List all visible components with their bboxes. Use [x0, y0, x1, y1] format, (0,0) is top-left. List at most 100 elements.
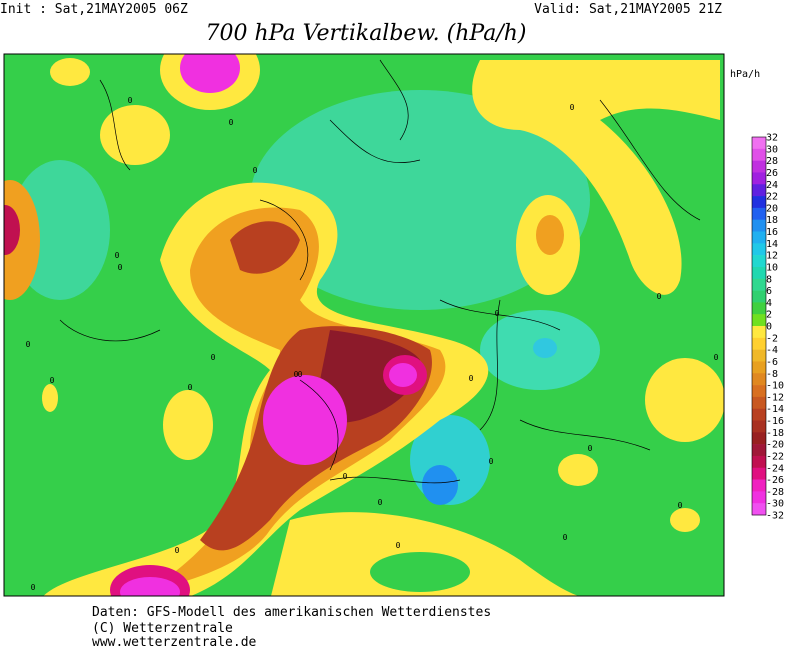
- colorbar-swatch: [752, 385, 766, 398]
- map-field: 0 0 0 0 0 0 0 0 0 0 0 0 0 0 0 0 0 0 0 0 0 0 0 0 0: [3, 53, 725, 597]
- colorbar-swatch: [752, 432, 766, 445]
- colorbar-swatch: [752, 361, 766, 374]
- valid-time: Valid: Sat,21MAY2005 21Z: [534, 2, 722, 17]
- contour-label: 0: [115, 251, 120, 260]
- colorbar-swatch: [752, 255, 766, 268]
- colorbar-label: -10: [766, 381, 784, 392]
- contour-label: 0: [50, 376, 55, 385]
- colorbar-swatch: [752, 207, 766, 220]
- colorbar-label: -12: [766, 392, 784, 403]
- colorbar-label: -22: [766, 451, 784, 462]
- contour-label: 0: [678, 501, 683, 510]
- colorbar-label: 2: [766, 310, 772, 321]
- colorbar-label: -20: [766, 440, 784, 451]
- colorbar-swatch: [752, 408, 766, 421]
- colorbar-label: 10: [766, 262, 778, 273]
- colorbar-swatch: [752, 444, 766, 457]
- colorbar-swatch: [752, 349, 766, 362]
- colorbar-swatch: [752, 455, 766, 469]
- footer-line: www.wetterzentrale.de: [92, 635, 257, 648]
- contour-label: 0: [229, 118, 234, 127]
- init-time: Init : Sat,21MAY2005 06Z: [0, 2, 188, 17]
- colorbar-label: 0: [766, 322, 772, 333]
- colorbar-label: -2: [766, 333, 778, 344]
- colorbar-swatch: [752, 373, 766, 386]
- contour-label: 0: [253, 166, 258, 175]
- contour-label: 0: [570, 103, 575, 112]
- footer-line: (C) Wetterzentrale: [92, 621, 233, 636]
- contour-label: 0: [563, 533, 568, 542]
- colorbar-label: -28: [766, 487, 784, 498]
- colorbar-label: 24: [766, 180, 778, 191]
- colorbar-label: 20: [766, 203, 778, 214]
- colorbar-swatch: [752, 302, 766, 315]
- colorbar-swatch: [752, 137, 766, 150]
- colorbar-swatch: [752, 231, 766, 244]
- colorbar-label: -18: [766, 428, 784, 439]
- colorbar-swatch: [752, 467, 766, 480]
- contour-label: 0: [657, 292, 662, 301]
- colorbar-swatch: [752, 479, 766, 492]
- colorbar-label: -26: [766, 475, 784, 486]
- colorbar-swatch: [752, 314, 766, 327]
- colorbar-label: -32: [766, 511, 784, 522]
- contour-label: 0: [378, 498, 383, 507]
- contour-label: 0: [396, 541, 401, 550]
- colorbar-swatch: [752, 290, 766, 303]
- colorbar-unit: hPa/h: [730, 69, 760, 80]
- contour-label: 0: [175, 546, 180, 555]
- colorbar-label: 26: [766, 168, 778, 179]
- colorbar-label: -4: [766, 345, 778, 356]
- map-title: 700 hPa Vertikalbew. (hPa/h): [206, 21, 527, 46]
- contour-label: 0: [298, 370, 303, 379]
- colorbar-label: 8: [766, 274, 772, 285]
- colorbar-label: 18: [766, 215, 778, 226]
- colorbar-swatch: [752, 396, 766, 409]
- colorbar-label: 6: [766, 286, 772, 297]
- colorbar-swatch: [752, 243, 766, 256]
- contour-label: 0: [343, 472, 348, 481]
- colorbar-swatch: [752, 503, 766, 516]
- colorbar-swatch: [752, 326, 766, 339]
- footer-line: Daten: GFS-Modell des amerikanischen Wet…: [92, 605, 491, 620]
- colorbar-swatch: [752, 420, 766, 433]
- colorbar-swatch: [752, 491, 766, 504]
- contour-label: 0: [118, 263, 123, 272]
- contour-label: 0: [489, 457, 494, 466]
- colorbar-label: 12: [766, 251, 778, 262]
- colorbar-label: -6: [766, 357, 778, 368]
- contour-label: 0: [469, 374, 474, 383]
- contour-label: 0: [495, 309, 500, 318]
- colorbar-label: 22: [766, 192, 778, 203]
- borders: [59, 59, 701, 484]
- colorbar-label: 32: [766, 133, 778, 144]
- colorbar-swatch: [752, 337, 766, 350]
- contour-label: 0: [26, 340, 31, 349]
- contour-label: 0: [128, 96, 133, 105]
- colorbar-label: -24: [766, 463, 784, 474]
- colorbar-swatch: [752, 160, 766, 173]
- contour-label: 0: [211, 353, 216, 362]
- colorbar-swatch: [752, 172, 766, 185]
- colorbar-label: -14: [766, 404, 784, 415]
- colorbar-swatch: [752, 148, 766, 161]
- colorbar-label: -8: [766, 369, 778, 380]
- colorbar-frame: [751, 136, 767, 516]
- colorbar-swatch: [752, 266, 766, 280]
- colorbar-label: 28: [766, 156, 778, 167]
- contour-label: 0: [31, 583, 36, 592]
- colorbar-swatch: [752, 219, 766, 232]
- colorbar-swatch: [752, 278, 766, 291]
- contour-label: 0: [714, 353, 719, 362]
- colorbar-label: 14: [766, 239, 778, 250]
- contour-label: 0: [294, 370, 299, 379]
- colorbar-label: 4: [766, 298, 772, 309]
- colorbar-swatch: [752, 196, 766, 209]
- colorbar-label: 30: [766, 144, 778, 155]
- contour-label: 0: [188, 383, 193, 392]
- contour-label: 0: [588, 444, 593, 453]
- colorbar: 32302826242220181614121086420-2-4-6-8-10…: [751, 133, 784, 522]
- colorbar-label: -16: [766, 416, 784, 427]
- colorbar-label: 16: [766, 227, 778, 238]
